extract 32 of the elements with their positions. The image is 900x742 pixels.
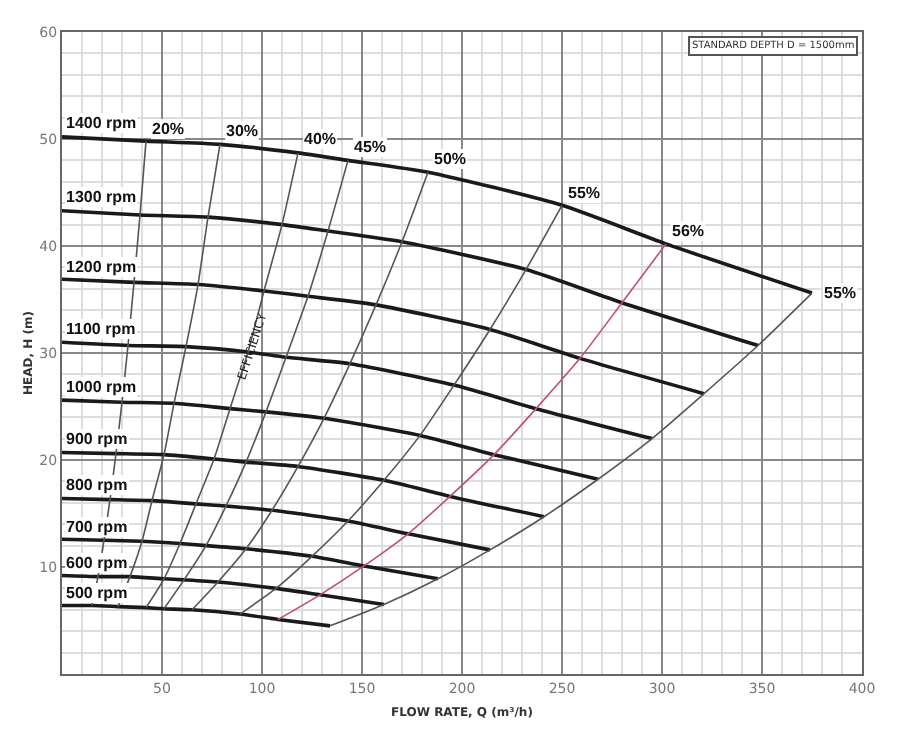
line-series (62, 450, 546, 519)
line-series (62, 537, 440, 581)
line-series (163, 159, 349, 610)
line-series (191, 171, 429, 611)
series-label: 900 rpm (66, 430, 128, 448)
line-series (329, 292, 813, 627)
series-label: 20% (152, 120, 185, 138)
series-label: 56% (672, 222, 705, 240)
series-label: 1200 rpm (66, 258, 137, 276)
series-label: 1000 rpm (66, 378, 137, 396)
line-series (145, 152, 299, 609)
line-series (277, 243, 667, 621)
series-label: 1400 rpm (66, 114, 137, 132)
line-series (62, 398, 600, 482)
series-label: 45% (354, 138, 387, 156)
series-label: 55% (568, 184, 601, 202)
line-series (239, 204, 563, 615)
line-series (62, 277, 706, 396)
series-label: 30% (226, 122, 259, 140)
series-label: 500 rpm (66, 584, 128, 602)
series-label: 40% (304, 130, 337, 148)
series-label: 600 rpm (66, 554, 128, 572)
series-label: 55% (824, 284, 857, 302)
line-series (62, 135, 814, 295)
series-label: 700 rpm (66, 518, 128, 536)
series-label: 800 rpm (66, 476, 128, 494)
line-series (62, 603, 332, 628)
line-series (62, 496, 492, 552)
series-label: 1100 rpm (66, 320, 136, 338)
series-label: 1300 rpm (66, 188, 137, 206)
line-series (62, 573, 386, 607)
series-label: 50% (434, 150, 467, 168)
